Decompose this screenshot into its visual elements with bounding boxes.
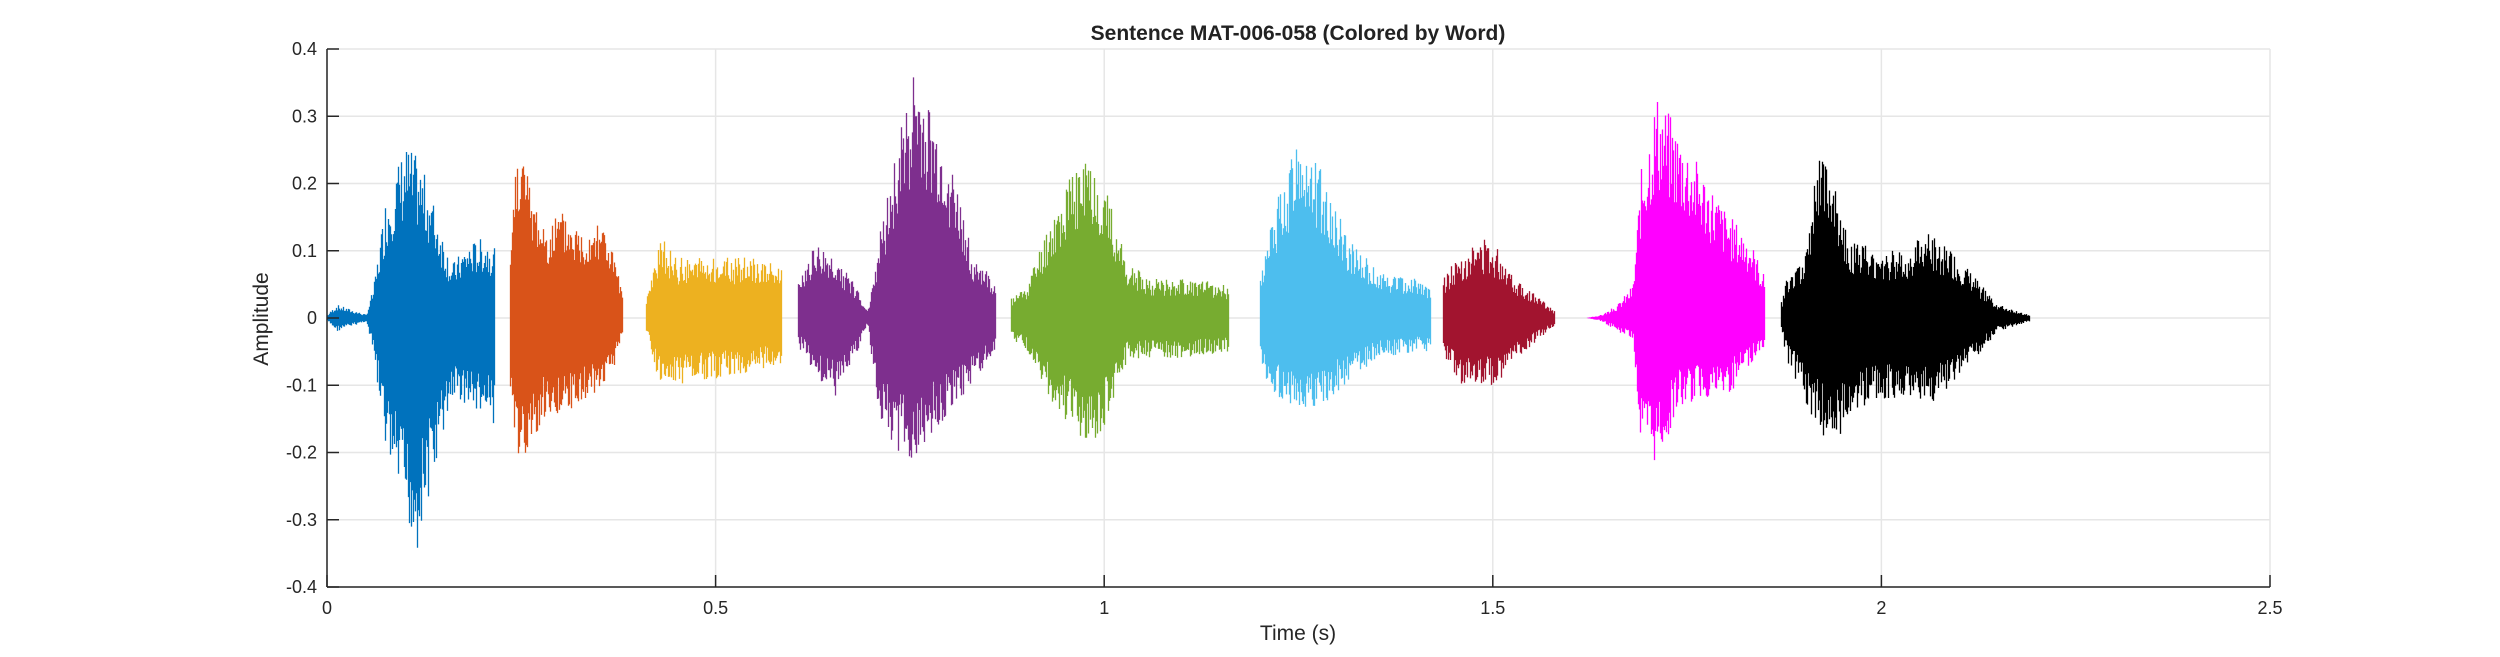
y-tick-label: 0 [307,308,317,328]
y-tick-label: -0.4 [286,577,317,597]
y-tick-label: -0.3 [286,510,317,530]
waveform-word-6 [1259,149,1432,407]
x-tick-label: 1.5 [1480,598,1505,618]
tick-labels: 0 0.5 1 1.5 2 2.5 -0.4 -0.3 -0.2 -0.1 0 0.1 0.2 0.3 0.… [286,39,2283,618]
waveform-word-2 [509,166,624,454]
x-tick-label: 0 [322,598,332,618]
x-tick-label: 2.5 [2257,598,2282,618]
x-tick-label: 2 [1876,598,1886,618]
y-tick-label: 0.1 [292,241,317,261]
waveform-word-3 [645,241,783,384]
chart-title: Sentence MAT-006-058 (Colored by Word) [1091,22,1506,45]
x-tick-label: 1 [1099,598,1109,618]
waveform-word-4 [797,77,997,458]
waveform-word-5 [1010,163,1230,438]
waveform-word-7 [1442,239,1556,385]
y-tick-label: 0.4 [292,39,317,59]
y-tick-label: 0.2 [292,174,317,194]
x-axis-label: Time (s) [1260,622,1336,645]
y-axis-label: Amplitude [250,272,273,365]
waveform-word-9 [1780,160,2031,436]
y-tick-label: 0.3 [292,106,317,126]
y-tick-label: -0.1 [286,375,317,395]
axes [326,48,2271,588]
waveform-series-group [326,77,2031,548]
y-tick-label: -0.2 [286,443,317,463]
waveform-word-8 [1586,102,1766,461]
waveform-word-1 [326,152,496,548]
x-tick-label: 0.5 [703,598,728,618]
